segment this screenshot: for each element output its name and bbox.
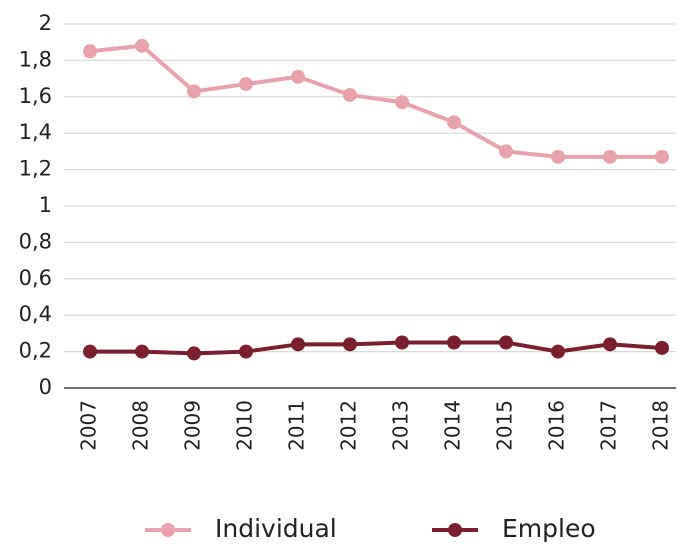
y-tick-label: 1,2 (19, 157, 52, 181)
data-point (655, 149, 669, 164)
x-tick-label: 2018 (649, 400, 673, 451)
y-tick-label: 0,6 (19, 266, 52, 290)
data-point (83, 44, 97, 59)
x-tick-label: 2010 (233, 400, 257, 451)
x-tick-label: 2014 (441, 400, 465, 451)
data-point (551, 344, 565, 359)
x-tick-label: 2007 (77, 400, 101, 451)
data-point (187, 84, 201, 99)
x-tick-label: 2015 (493, 400, 517, 451)
y-tick-label: 0,2 (19, 339, 52, 363)
data-point (291, 337, 305, 352)
data-point (187, 346, 201, 361)
y-tick-label: 0,8 (19, 229, 52, 253)
legend-marker (448, 523, 462, 537)
x-tick-label: 2011 (285, 400, 309, 451)
data-point (499, 335, 513, 350)
x-tick-label: 2012 (337, 400, 361, 451)
data-point (499, 144, 513, 159)
data-point (655, 340, 669, 355)
x-tick-label: 2008 (129, 400, 153, 451)
y-tick-label: 1,6 (19, 84, 52, 108)
series-line (89, 43, 662, 159)
data-point (135, 38, 149, 53)
legend-label: Individual (215, 514, 337, 543)
data-point (447, 335, 461, 350)
data-point (603, 149, 617, 164)
y-tick-label: 1,4 (19, 120, 52, 144)
legend-marker (161, 523, 175, 537)
data-point (343, 87, 357, 102)
data-point (551, 149, 565, 164)
y-tick-label: 1,8 (19, 47, 52, 71)
y-tick-label: 0,4 (19, 302, 52, 326)
y-tick-label: 0 (39, 375, 52, 399)
data-point (239, 77, 253, 92)
data-point (395, 95, 409, 110)
x-tick-label: 2013 (389, 400, 413, 451)
data-point (83, 344, 97, 359)
data-point (135, 344, 149, 359)
x-tick-label: 2009 (181, 400, 205, 451)
data-point (447, 115, 461, 130)
data-point (395, 335, 409, 350)
y-tick-label: 1 (39, 193, 52, 217)
legend-label: Empleo (502, 514, 596, 543)
data-point (343, 337, 357, 352)
data-point (239, 344, 253, 359)
data-point (291, 69, 305, 84)
y-tick-label: 2 (39, 11, 52, 35)
x-tick-label: 2017 (597, 400, 621, 451)
series-line (90, 340, 663, 356)
data-point (603, 337, 617, 352)
x-tick-label: 2016 (545, 400, 569, 451)
